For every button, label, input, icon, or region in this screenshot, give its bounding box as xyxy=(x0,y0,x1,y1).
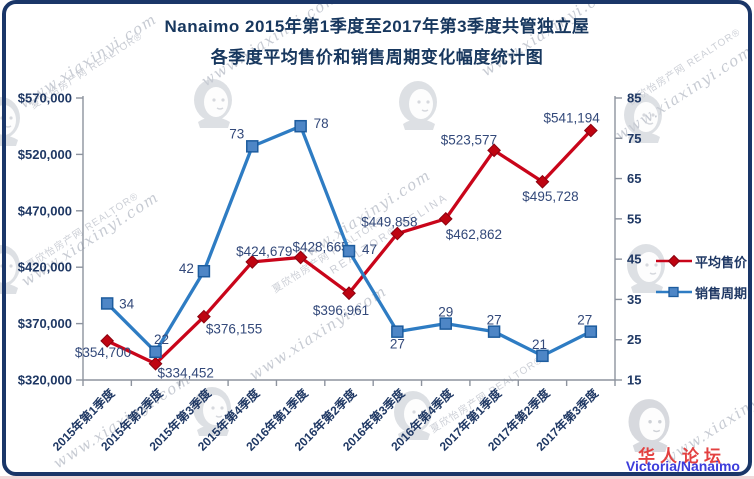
region-name: Victoria/Nanaimo xyxy=(625,458,740,474)
svg-text:27: 27 xyxy=(577,313,592,328)
svg-text:$523,577: $523,577 xyxy=(441,132,497,147)
watermark-face-icon xyxy=(399,81,437,130)
svg-text:27: 27 xyxy=(487,313,502,328)
svg-text:35: 35 xyxy=(627,292,641,307)
svg-text:27: 27 xyxy=(390,337,405,352)
svg-text:$320,000: $320,000 xyxy=(18,373,72,388)
svg-text:$428,665: $428,665 xyxy=(292,239,348,254)
svg-text:73: 73 xyxy=(229,126,244,141)
svg-text:34: 34 xyxy=(119,296,135,311)
chart-title: Nanaimo 2015年第1季度至2017年第3季度共管独立屋 xyxy=(164,17,590,36)
svg-text:$424,679: $424,679 xyxy=(236,244,292,259)
svg-text:$370,000: $370,000 xyxy=(18,316,72,331)
svg-text:$420,000: $420,000 xyxy=(18,260,72,275)
svg-text:42: 42 xyxy=(179,261,194,276)
svg-text:$520,000: $520,000 xyxy=(18,147,72,162)
avg-price-line-icon xyxy=(656,254,692,268)
svg-text:78: 78 xyxy=(314,116,329,131)
svg-text:47: 47 xyxy=(362,242,377,257)
legend-label: 平均售价 xyxy=(695,254,748,270)
watermark-face-icon xyxy=(193,387,231,436)
chart-legend: 平均售价 销售周期 xyxy=(656,251,747,313)
svg-text:29: 29 xyxy=(438,305,453,320)
watermark-face-icon xyxy=(624,94,662,143)
svg-text:21: 21 xyxy=(532,337,547,352)
svg-text:85: 85 xyxy=(627,91,641,106)
days-on-market-line-icon xyxy=(656,286,692,298)
forum-name: 华人论坛 xyxy=(638,447,726,466)
watermark-face-icon xyxy=(394,391,432,440)
svg-text:55: 55 xyxy=(627,211,641,226)
svg-text:$334,452: $334,452 xyxy=(158,366,214,381)
svg-text:$495,728: $495,728 xyxy=(522,189,578,204)
chart-subtitle: 各季度平均售价和销售周期变化幅度统计图 xyxy=(210,48,544,67)
svg-text:25: 25 xyxy=(627,332,641,347)
legend-item-avg-price: 平均售价 xyxy=(656,251,747,271)
svg-text:75: 75 xyxy=(627,131,641,146)
svg-text:$570,000: $570,000 xyxy=(18,91,72,106)
chart-title-block: Nanaimo 2015年第1季度至2017年第3季度共管独立屋 各季度平均售价… xyxy=(0,11,754,73)
svg-text:15: 15 xyxy=(627,373,641,388)
svg-text:$376,155: $376,155 xyxy=(206,322,262,337)
svg-text:$396,961: $396,961 xyxy=(313,303,369,318)
svg-text:22: 22 xyxy=(154,332,169,347)
svg-text:$541,194: $541,194 xyxy=(544,110,601,125)
watermark-face-icon xyxy=(194,79,232,128)
svg-text:65: 65 xyxy=(627,171,641,186)
watermark-face-icon xyxy=(627,244,665,293)
svg-text:$449,858: $449,858 xyxy=(361,215,417,230)
svg-text:$462,862: $462,862 xyxy=(446,227,502,242)
forum-logo-face-icon xyxy=(628,399,670,452)
svg-text:45: 45 xyxy=(627,252,641,267)
legend-label: 销售周期 xyxy=(695,285,748,301)
svg-text:$354,700: $354,700 xyxy=(75,345,131,360)
svg-text:$470,000: $470,000 xyxy=(18,203,72,218)
legend-item-days-on-market: 销售周期 xyxy=(656,282,747,302)
bottom-edge-strip xyxy=(0,476,754,479)
